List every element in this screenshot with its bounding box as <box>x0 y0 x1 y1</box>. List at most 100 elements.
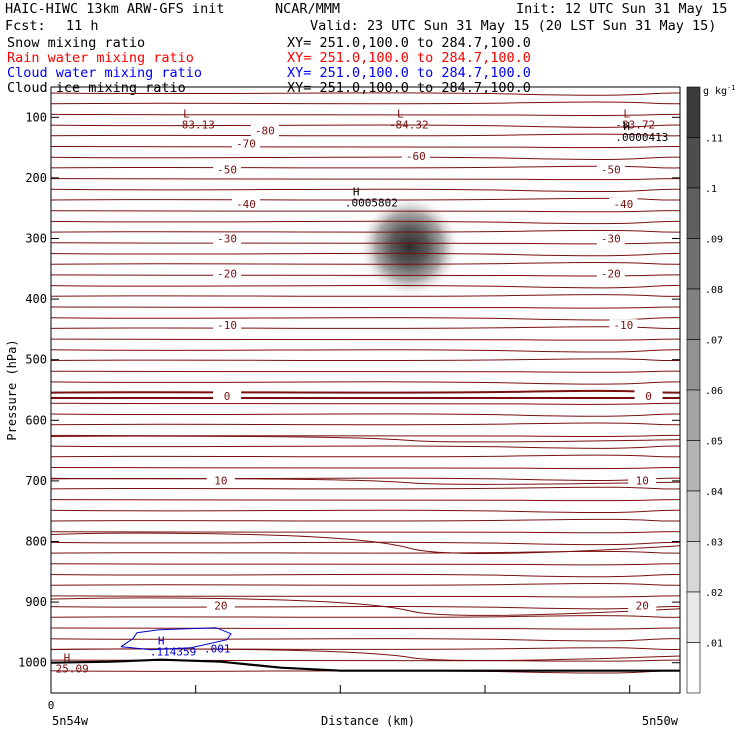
isotherm-contour <box>50 252 681 257</box>
isotherm-contour <box>50 478 681 485</box>
valid-time: Valid: 23 UTC Sun 31 May 15 (20 LST Sun … <box>310 18 716 34</box>
isotherm-contour <box>50 242 681 245</box>
extremum-symbol: H <box>353 186 360 199</box>
isotherm-contour <box>50 92 681 96</box>
isotherm-label: -30 <box>217 233 237 246</box>
isotherm-contour <box>50 370 681 373</box>
isotherm-contour <box>50 499 681 502</box>
isotherm-contour <box>50 435 681 443</box>
colorbar-swatch <box>686 86 701 138</box>
extremum-value: -83.13 <box>175 118 215 131</box>
colorbar-label: .03 <box>705 538 723 549</box>
isotherm-label-background <box>634 390 663 403</box>
isotherm-contour <box>50 210 681 213</box>
isotherm-contour <box>50 229 681 233</box>
isotherm-contour <box>50 381 681 385</box>
isotherm-label: 20 <box>636 600 649 613</box>
extremum-value: .114359 <box>150 646 196 659</box>
y-tick-label: 900 <box>25 595 47 609</box>
colorbar-label: .11 <box>705 134 723 145</box>
isotherm-contour <box>50 188 681 193</box>
isotherm-contour <box>50 583 681 586</box>
model-title: HAIC-HIWC 13km ARW-GFS init <box>5 1 224 17</box>
isotherm-contour <box>50 274 681 277</box>
isotherm-label-background <box>596 267 625 280</box>
isotherm-label: -80 <box>255 125 275 138</box>
forecast-label: Fcst: <box>5 18 46 34</box>
colorbar-swatch <box>686 490 701 542</box>
isotherm-contour <box>50 563 681 566</box>
isotherm-label-background <box>401 150 430 163</box>
isotherm-contour <box>50 101 681 105</box>
colorbar: .11 .1 .09 .08 .07 .06 .05 .04 .03 .02 .01 <box>686 86 723 694</box>
isotherm-label: 10 <box>214 474 227 487</box>
isotherm-contour <box>50 422 681 426</box>
isotherm-label-background <box>231 197 260 210</box>
terrain-line <box>50 658 680 672</box>
colorbar-swatch <box>686 591 701 643</box>
colorbar-label: .1 <box>705 184 717 195</box>
extremum-value: -84.32 <box>389 118 429 131</box>
field-name-rain: Rain water mixing ratio <box>7 50 194 66</box>
isotherm-label: -20 <box>601 268 621 281</box>
extremum-symbol: H <box>64 652 71 665</box>
colorbar-swatch <box>686 238 701 290</box>
isotherm-contour <box>50 413 681 417</box>
extremum-symbol: L <box>397 107 404 120</box>
colorbar-label: .06 <box>705 386 723 397</box>
colorbar-swatch <box>686 137 701 189</box>
colorbar-label: .08 <box>705 285 723 296</box>
field-xy-snow: XY= 251.0,100.0 to 284.7,100.0 <box>287 35 531 51</box>
extremum-symbol: L <box>183 107 190 120</box>
extremum-value: .0005802 <box>345 197 398 210</box>
x-tick-right: 5n50w <box>642 714 679 728</box>
isotherm-contour <box>50 145 681 149</box>
field-xy-cloud-water: XY= 251.0,100.0 to 284.7,100.0 <box>287 65 531 81</box>
colorbar-swatch <box>686 389 701 441</box>
y-tick-label: 600 <box>25 413 47 427</box>
field-name-snow: Snow mixing ratio <box>7 35 145 51</box>
isotherm-contour <box>50 294 681 297</box>
isotherm-contour <box>50 133 681 137</box>
extremum-value: .0000413 <box>615 131 668 144</box>
extremum-value: -83.72 <box>615 118 655 131</box>
cloud-water-contour-label: .001 <box>204 643 231 656</box>
colorbar-label: .05 <box>705 437 723 448</box>
colorbar-label: .02 <box>705 588 723 599</box>
colorbar-swatch <box>686 339 701 391</box>
isotherm-label-background <box>206 599 235 612</box>
y-tick-label: 500 <box>25 353 47 367</box>
colorbar-swatch <box>686 642 701 694</box>
isotherm-contour <box>50 178 681 181</box>
isotherm-contour <box>50 606 681 610</box>
isotherm-label-background <box>628 599 657 612</box>
colorbar-label: .04 <box>705 487 723 498</box>
cloud-water-contour <box>120 627 232 651</box>
isotherm-contour <box>50 197 681 201</box>
isotherm-contour <box>50 220 681 225</box>
isotherm-label: -20 <box>217 268 237 281</box>
isotherm-contour <box>50 326 681 329</box>
isotherm-contour <box>50 445 681 449</box>
isotherm-label: 20 <box>214 600 227 613</box>
x-axis-label: Distance (km) <box>321 714 415 728</box>
isotherm-contour <box>50 389 681 394</box>
isotherm-label: -50 <box>601 163 621 176</box>
isotherm-contour <box>50 306 681 309</box>
extremum-symbol: H <box>158 635 165 648</box>
init-time: Init: 12 UTC Sun 31 May 15 <box>516 1 727 17</box>
extremum-symbol: H <box>623 120 630 133</box>
isotherm-label: -10 <box>217 319 237 332</box>
isotherm-label-background <box>250 124 279 137</box>
y-tick-label: 200 <box>25 171 47 185</box>
isotherm-label-background <box>213 232 242 245</box>
colorbar-label: .09 <box>705 235 723 246</box>
field-name-cloud-ice: Cloud ice mixing ratio <box>7 80 186 96</box>
isotherm-contour <box>50 550 681 554</box>
isotherm-label: 0 <box>224 390 231 403</box>
isotherm-contour <box>50 285 681 289</box>
isotherm-contour <box>50 454 681 458</box>
isotherm-label-background <box>628 474 657 487</box>
